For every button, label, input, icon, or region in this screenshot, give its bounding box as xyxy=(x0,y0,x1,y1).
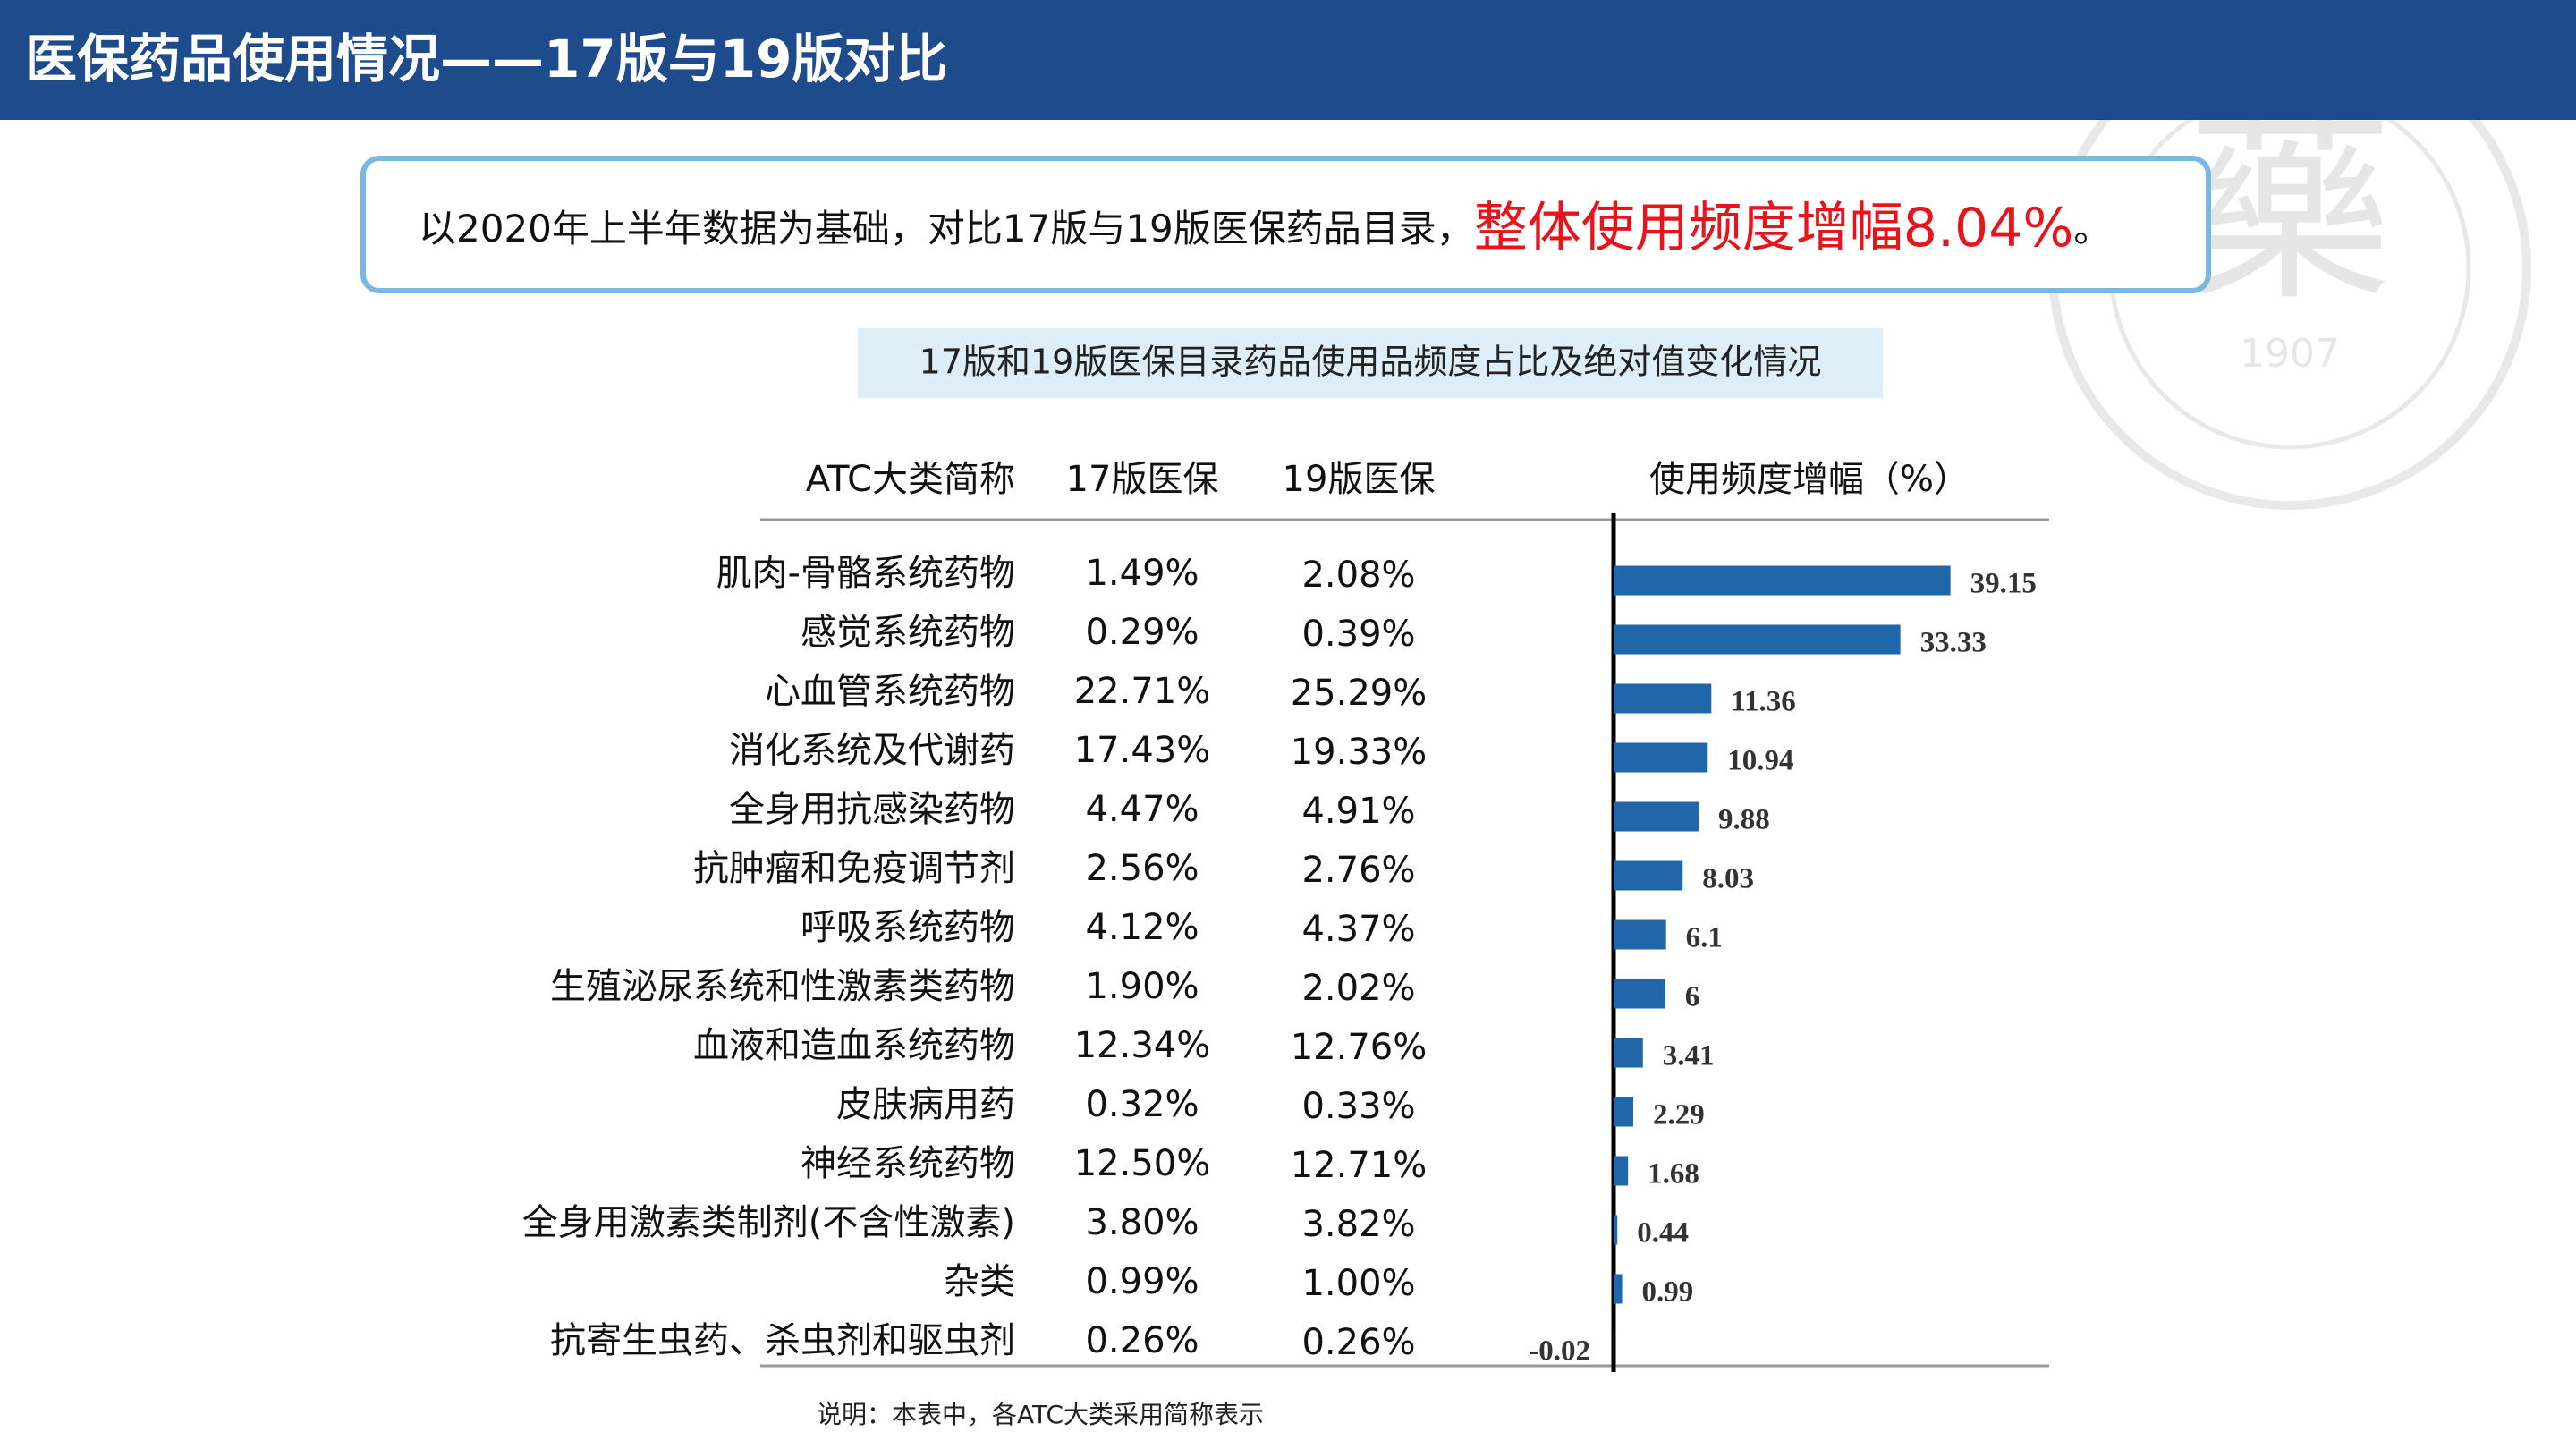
bar xyxy=(1614,1097,1634,1127)
value-label: 6.1 xyxy=(1686,922,1723,954)
bar xyxy=(1614,1274,1623,1304)
table-cell: 0.29% xyxy=(1085,612,1199,653)
bar xyxy=(1614,624,1901,655)
table-cell: 25.29% xyxy=(1291,673,1428,714)
table-cell: 19.33% xyxy=(1291,732,1428,773)
column-header: ATC大类简称 xyxy=(806,459,1015,500)
table-cell: 4.91% xyxy=(1301,791,1415,832)
table-cell: 12.71% xyxy=(1291,1145,1428,1186)
value-label: 0.44 xyxy=(1637,1217,1689,1250)
category-label: 抗寄生虫药、杀虫剂和驱虫剂 xyxy=(550,1320,1015,1361)
table-cell: 1.49% xyxy=(1085,553,1199,594)
bar xyxy=(1614,919,1666,950)
table-cell: 2.08% xyxy=(1301,555,1415,596)
table-cell: 3.82% xyxy=(1301,1204,1415,1245)
value-label: 6 xyxy=(1685,981,1700,1013)
bar xyxy=(1614,1156,1629,1186)
table-cell: 2.02% xyxy=(1301,968,1415,1009)
table-cell: 22.71% xyxy=(1074,671,1211,712)
category-label: 全身用抗感染药物 xyxy=(729,789,1015,830)
callout-box xyxy=(360,156,2211,293)
watermark: 藥 1907 xyxy=(2048,27,2531,510)
value-label: 1.68 xyxy=(1648,1158,1699,1191)
value-label: 10.94 xyxy=(1727,745,1793,777)
category-label: 感觉系统药物 xyxy=(801,612,1015,653)
callout-end: 。 xyxy=(2073,207,2111,250)
category-label: 消化系统及代谢药 xyxy=(729,730,1015,771)
subtitle: 17版和19版医保目录药品使用品频度占比及绝对值变化情况 xyxy=(919,343,1822,382)
category-label: 呼吸系统药物 xyxy=(801,907,1015,948)
bar xyxy=(1614,683,1712,714)
value-label: 2.29 xyxy=(1653,1099,1705,1131)
bar xyxy=(1614,801,1699,832)
table-cell: 4.12% xyxy=(1085,907,1199,948)
table-cell: 0.26% xyxy=(1301,1322,1415,1363)
table-cell: 12.34% xyxy=(1074,1025,1211,1066)
category-label: 心血管系统药物 xyxy=(765,671,1015,712)
seal-year: 1907 xyxy=(2240,331,2340,377)
bar xyxy=(1614,860,1683,891)
category-label: 血液和造血系统药物 xyxy=(693,1025,1015,1066)
category-label: 神经系统药物 xyxy=(801,1143,1015,1184)
header-bar xyxy=(0,0,2576,120)
value-label: 3.41 xyxy=(1663,1040,1715,1072)
table-cell: 2.76% xyxy=(1301,850,1415,891)
category-label: 全身用激素类制剂(不含性激素) xyxy=(522,1202,1015,1243)
table-cell: 4.37% xyxy=(1301,909,1415,950)
value-label: 39.15 xyxy=(1970,568,2037,600)
callout-main: 以2020年上半年数据为基础，对比17版与19版医保药品目录， xyxy=(419,207,1474,250)
value-label: 8.03 xyxy=(1702,863,1754,895)
callout-highlight: 整体使用频度增幅8.04% xyxy=(1474,197,2074,259)
table-cell: 3.80% xyxy=(1085,1202,1199,1243)
table-cell: 12.50% xyxy=(1074,1143,1211,1184)
bar xyxy=(1614,742,1708,773)
value-label: 9.88 xyxy=(1718,804,1770,836)
table-cell: 17.43% xyxy=(1074,730,1211,771)
footnote: 说明：本表中，各ATC大类采用简称表示 xyxy=(817,1400,1264,1429)
category-label: 杂类 xyxy=(944,1261,1015,1302)
category-label: 肌肉-骨骼系统药物 xyxy=(716,553,1015,594)
chart-title: 使用频度增幅（%） xyxy=(1649,459,1970,500)
table-cell: 2.56% xyxy=(1085,848,1199,889)
bar xyxy=(1614,1215,1618,1245)
bar xyxy=(1614,979,1665,1009)
table-cell: 1.00% xyxy=(1301,1263,1415,1304)
bar xyxy=(1614,1038,1643,1068)
seal-glyph: 藥 xyxy=(2187,90,2393,329)
table-cell: 0.32% xyxy=(1085,1084,1199,1125)
value-label: 0.99 xyxy=(1642,1276,1694,1309)
table-cell: 0.26% xyxy=(1085,1320,1199,1361)
value-label: -0.02 xyxy=(1529,1335,1590,1368)
bar xyxy=(1614,565,1951,596)
subtitle-box xyxy=(858,328,1883,398)
table-cell: 4.47% xyxy=(1085,789,1199,830)
table-cell: 0.33% xyxy=(1301,1086,1415,1127)
column-header: 17版医保 xyxy=(1066,459,1219,500)
table-cell: 12.76% xyxy=(1291,1027,1428,1068)
value-label: 33.33 xyxy=(1920,627,1987,659)
column-header: 19版医保 xyxy=(1283,459,1436,500)
table-cell: 1.90% xyxy=(1085,966,1199,1007)
table-cell: 0.39% xyxy=(1301,614,1415,655)
header-title: 医保药品使用情况——17版与19版对比 xyxy=(25,29,947,89)
category-label: 生殖泌尿系统和性激素类药物 xyxy=(550,966,1015,1007)
table-cell: 0.99% xyxy=(1085,1261,1199,1302)
category-label: 皮肤病用药 xyxy=(836,1084,1015,1125)
value-label: 11.36 xyxy=(1731,686,1795,718)
category-label: 抗肿瘤和免疫调节剂 xyxy=(693,848,1015,889)
callout-text: 以2020年上半年数据为基础，对比17版与19版医保药品目录，整体使用频度增幅8… xyxy=(419,197,2111,259)
